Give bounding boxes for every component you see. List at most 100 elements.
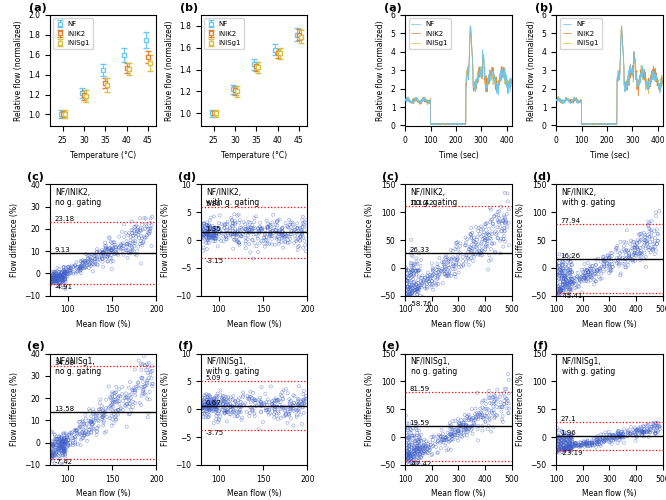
- Point: [209, 394, 220, 402]
- Point: [224, 224, 235, 232]
- Point: [92, 248, 103, 256]
- Point: [553, 433, 564, 441]
- Point: [651, 226, 662, 234]
- Point: [114, 392, 125, 400]
- Point: [211, 412, 222, 420]
- Point: [47, 278, 57, 285]
- Point: [442, 428, 453, 436]
- Point: [460, 422, 471, 430]
- Point: [87, 256, 98, 264]
- Point: [54, 434, 65, 442]
- Point: [208, 402, 219, 410]
- Point: [615, 250, 625, 258]
- Point: [478, 226, 489, 234]
- Point: [468, 416, 479, 424]
- Point: [53, 446, 64, 454]
- Point: [652, 230, 663, 237]
- Point: [55, 275, 66, 283]
- Point: [81, 262, 92, 270]
- Point: [57, 275, 68, 283]
- Point: [53, 272, 64, 280]
- Point: [464, 414, 474, 422]
- Point: [402, 436, 412, 444]
- Point: [650, 430, 661, 438]
- Point: [423, 440, 434, 448]
- Point: [219, 224, 230, 232]
- Point: [220, 406, 231, 414]
- Point: [62, 270, 73, 278]
- Point: [130, 386, 141, 394]
- Point: [416, 283, 426, 291]
- Point: [453, 427, 464, 435]
- Point: [126, 248, 137, 256]
- Point: [502, 190, 513, 198]
- Point: [553, 437, 564, 445]
- Point: [64, 263, 75, 271]
- Point: [456, 420, 466, 428]
- X-axis label: Mean flow (%): Mean flow (%): [76, 320, 131, 329]
- Point: [498, 403, 508, 411]
- Point: [268, 406, 279, 413]
- Point: [405, 290, 416, 298]
- Point: [480, 412, 490, 420]
- Point: [59, 270, 69, 278]
- Point: [108, 248, 119, 256]
- Point: [474, 230, 485, 238]
- Point: [237, 402, 248, 409]
- Point: [471, 243, 482, 251]
- Point: [204, 406, 214, 413]
- Point: [215, 386, 226, 394]
- X-axis label: Temperature (°C): Temperature (°C): [70, 150, 137, 160]
- Point: [130, 348, 141, 356]
- Point: [404, 294, 414, 302]
- Point: [456, 422, 466, 430]
- Point: [406, 296, 417, 304]
- Point: [59, 448, 70, 456]
- Point: [642, 240, 653, 248]
- Point: [67, 439, 78, 447]
- Point: [98, 262, 109, 270]
- Point: [208, 226, 218, 234]
- Point: [289, 239, 300, 247]
- Point: [551, 289, 562, 297]
- Point: [208, 226, 219, 234]
- Point: [201, 390, 212, 398]
- Point: [412, 266, 423, 274]
- Point: [53, 268, 63, 276]
- Point: [413, 450, 424, 458]
- Point: [627, 256, 638, 264]
- Point: [141, 222, 152, 230]
- Point: [567, 430, 577, 438]
- Point: [277, 232, 288, 239]
- Point: [446, 272, 456, 280]
- Point: [472, 248, 482, 256]
- Point: [635, 244, 645, 252]
- Point: [277, 228, 288, 236]
- Point: [404, 450, 415, 458]
- Point: [62, 272, 73, 280]
- Point: [638, 428, 649, 436]
- Text: 26.33: 26.33: [410, 247, 430, 253]
- INIK2: [659, 80, 666, 86]
- Point: [571, 440, 582, 448]
- Point: [234, 224, 245, 232]
- Point: [107, 416, 117, 424]
- Point: [409, 444, 420, 452]
- Point: [414, 446, 425, 454]
- Text: (e): (e): [27, 341, 45, 351]
- Point: [402, 426, 413, 434]
- Point: [290, 223, 300, 231]
- Point: [406, 458, 417, 466]
- Point: [606, 430, 617, 438]
- Point: [630, 257, 641, 265]
- Point: [402, 431, 412, 439]
- Point: [97, 252, 107, 260]
- Point: [404, 434, 415, 442]
- Text: NF/INIK2,
with g. gating: NF/INIK2, with g. gating: [206, 188, 260, 207]
- Point: [67, 268, 78, 276]
- Point: [599, 437, 610, 445]
- Point: [211, 406, 222, 414]
- Point: [422, 272, 433, 280]
- Point: [492, 395, 503, 403]
- Point: [627, 238, 638, 246]
